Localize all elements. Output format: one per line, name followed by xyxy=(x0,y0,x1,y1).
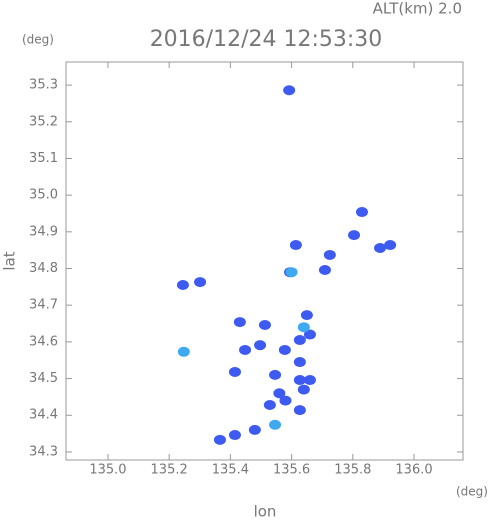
echo-point xyxy=(273,388,286,399)
echo-point xyxy=(285,267,298,278)
y-tick-label: 34.7 xyxy=(29,298,58,313)
echo-point xyxy=(297,384,310,395)
echo-point xyxy=(300,310,313,321)
echo-point xyxy=(269,369,282,380)
echo-point xyxy=(384,240,397,251)
echo-point xyxy=(283,85,296,96)
x-tick-label: 135.2 xyxy=(151,463,188,478)
echo-point xyxy=(293,375,306,386)
echo-point xyxy=(258,320,271,331)
y-tick-label: 34.9 xyxy=(29,224,58,239)
echo-point xyxy=(176,280,189,291)
x-tick-label: 135.8 xyxy=(334,463,371,478)
chart-subtitle: ALT(km) 2.0 xyxy=(373,0,462,18)
y-tick-label: 35.2 xyxy=(29,114,58,129)
x-axis-label: lon xyxy=(254,503,277,521)
y-tick-label: 35.3 xyxy=(29,78,58,93)
y-axis-label: lat xyxy=(1,251,19,270)
echo-point xyxy=(293,357,306,368)
echo-point xyxy=(297,322,310,333)
echo-point xyxy=(323,249,336,260)
echo-point xyxy=(355,207,368,218)
y-tick-label: 34.8 xyxy=(29,261,58,276)
chart-title: 2016/12/24 12:53:30 xyxy=(150,27,383,52)
echo-point xyxy=(289,240,302,251)
echo-point xyxy=(293,405,306,416)
echo-point xyxy=(248,424,261,435)
echo-point xyxy=(239,344,252,355)
echo-point xyxy=(228,366,241,377)
echo-point xyxy=(177,346,190,357)
y-tick-label: 34.4 xyxy=(29,408,58,423)
echo-point xyxy=(213,434,226,445)
x-tick-label: 136.0 xyxy=(395,463,432,478)
x-tick-label: 135.4 xyxy=(212,463,249,478)
x-unit: (deg) xyxy=(456,485,488,499)
y-unit: (deg) xyxy=(22,33,54,47)
echo-point xyxy=(293,335,306,346)
x-tick-label: 135.6 xyxy=(273,463,310,478)
y-tick-label: 34.6 xyxy=(29,334,58,349)
y-tick-label: 35.0 xyxy=(29,188,58,203)
y-tick-label: 34.5 xyxy=(29,371,58,386)
echo-point xyxy=(318,264,331,275)
x-tick-label: 135.0 xyxy=(89,463,126,478)
echo-point xyxy=(279,395,292,406)
echo-point xyxy=(233,317,246,328)
echo-point xyxy=(374,242,387,253)
echo-point xyxy=(263,399,276,410)
echo-point xyxy=(228,430,241,441)
plot-frame xyxy=(65,61,464,461)
echo-point xyxy=(269,419,282,430)
echo-point xyxy=(303,375,316,386)
y-tick-label: 35.1 xyxy=(29,151,58,166)
echo-point xyxy=(278,344,291,355)
echo-point xyxy=(348,230,361,241)
echo-point xyxy=(303,329,316,340)
echo-point xyxy=(194,277,207,288)
echo-point xyxy=(254,340,267,351)
y-tick-label: 34.3 xyxy=(29,444,58,459)
